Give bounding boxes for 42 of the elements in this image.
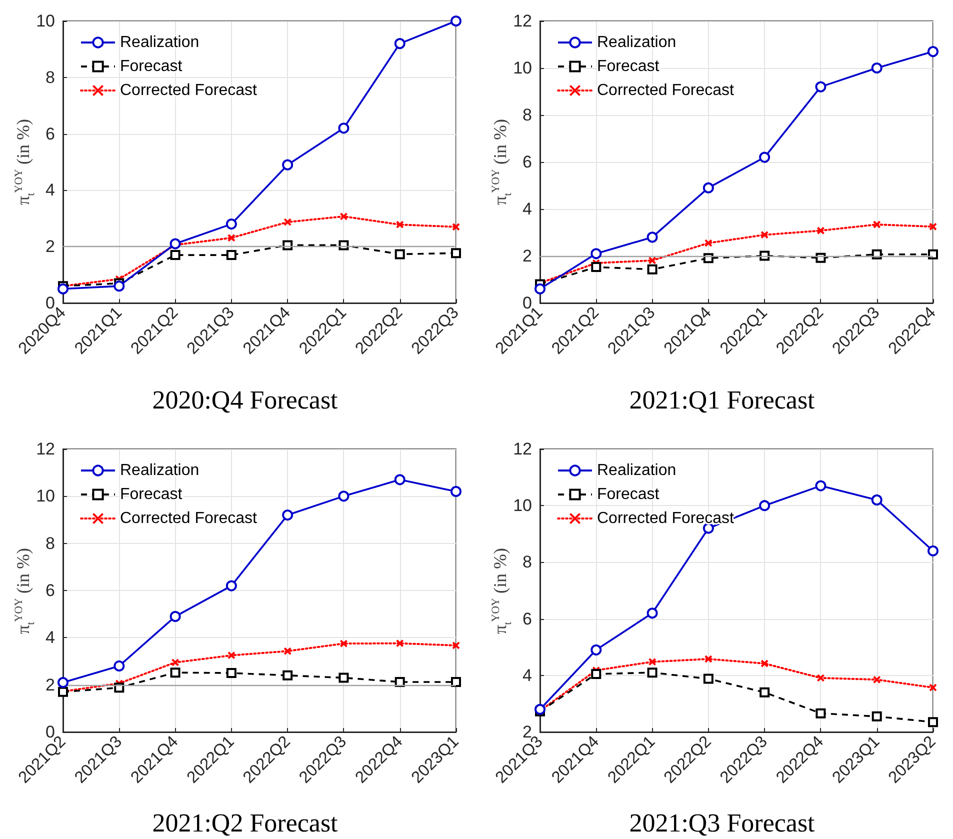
legend-label: Forecast bbox=[596, 486, 660, 503]
legend-label: Corrected Forecast bbox=[596, 82, 734, 99]
y-tick-label: 10 bbox=[36, 486, 55, 506]
legend-label: Corrected Forecast bbox=[120, 510, 258, 527]
y-tick-label: 2 bbox=[522, 722, 532, 742]
y-tick-label: 8 bbox=[46, 68, 55, 87]
y-tick-label: 4 bbox=[46, 180, 55, 200]
text: 2021:Q1 Forecast bbox=[628, 386, 816, 414]
text: 2021:Q3 Forecast bbox=[628, 808, 816, 838]
y-tick-label: 12 bbox=[36, 440, 55, 458]
y-tick-label: 4 bbox=[46, 628, 55, 648]
y-tick-label: 0 bbox=[46, 722, 55, 742]
y-tick-label: 2 bbox=[46, 237, 55, 256]
y-tick-label: 10 bbox=[36, 12, 55, 30]
legend-label: Realization bbox=[120, 462, 200, 479]
legend-label: Forecast bbox=[596, 58, 660, 75]
y-tick-label: 6 bbox=[46, 581, 55, 600]
y-tick-label: 4 bbox=[522, 666, 532, 685]
y-tick-label: 12 bbox=[512, 440, 532, 458]
y-tick-label: 10 bbox=[512, 496, 532, 516]
y-tick-label: 4 bbox=[522, 200, 532, 218]
legend-label: Forecast bbox=[120, 486, 183, 503]
y-tick-label: 2 bbox=[46, 675, 55, 694]
y-tick-label: 10 bbox=[512, 58, 532, 78]
text: 2020:Q4 Forecast bbox=[152, 386, 339, 414]
y-tick-label: 8 bbox=[46, 534, 55, 553]
y-tick-label: 6 bbox=[522, 152, 532, 172]
y-tick-label: 12 bbox=[512, 12, 532, 30]
y-tick-label: 0 bbox=[46, 294, 55, 312]
legend-label: Forecast bbox=[120, 58, 183, 75]
legend-label: Corrected Forecast bbox=[596, 510, 734, 527]
y-tick-label: 8 bbox=[522, 552, 532, 572]
y-tick-label: 2 bbox=[522, 246, 532, 266]
legend-label: Realization bbox=[120, 34, 200, 51]
y-tick-label: 6 bbox=[46, 124, 55, 144]
legend-label: Corrected Forecast bbox=[120, 82, 258, 99]
legend-label: Realization bbox=[596, 34, 676, 51]
y-tick-label: 8 bbox=[522, 106, 532, 124]
legend-label: Realization bbox=[596, 462, 676, 479]
text: 2021:Q2 Forecast bbox=[152, 808, 339, 838]
y-tick-label: 0 bbox=[522, 294, 532, 312]
y-tick-label: 6 bbox=[522, 609, 532, 628]
